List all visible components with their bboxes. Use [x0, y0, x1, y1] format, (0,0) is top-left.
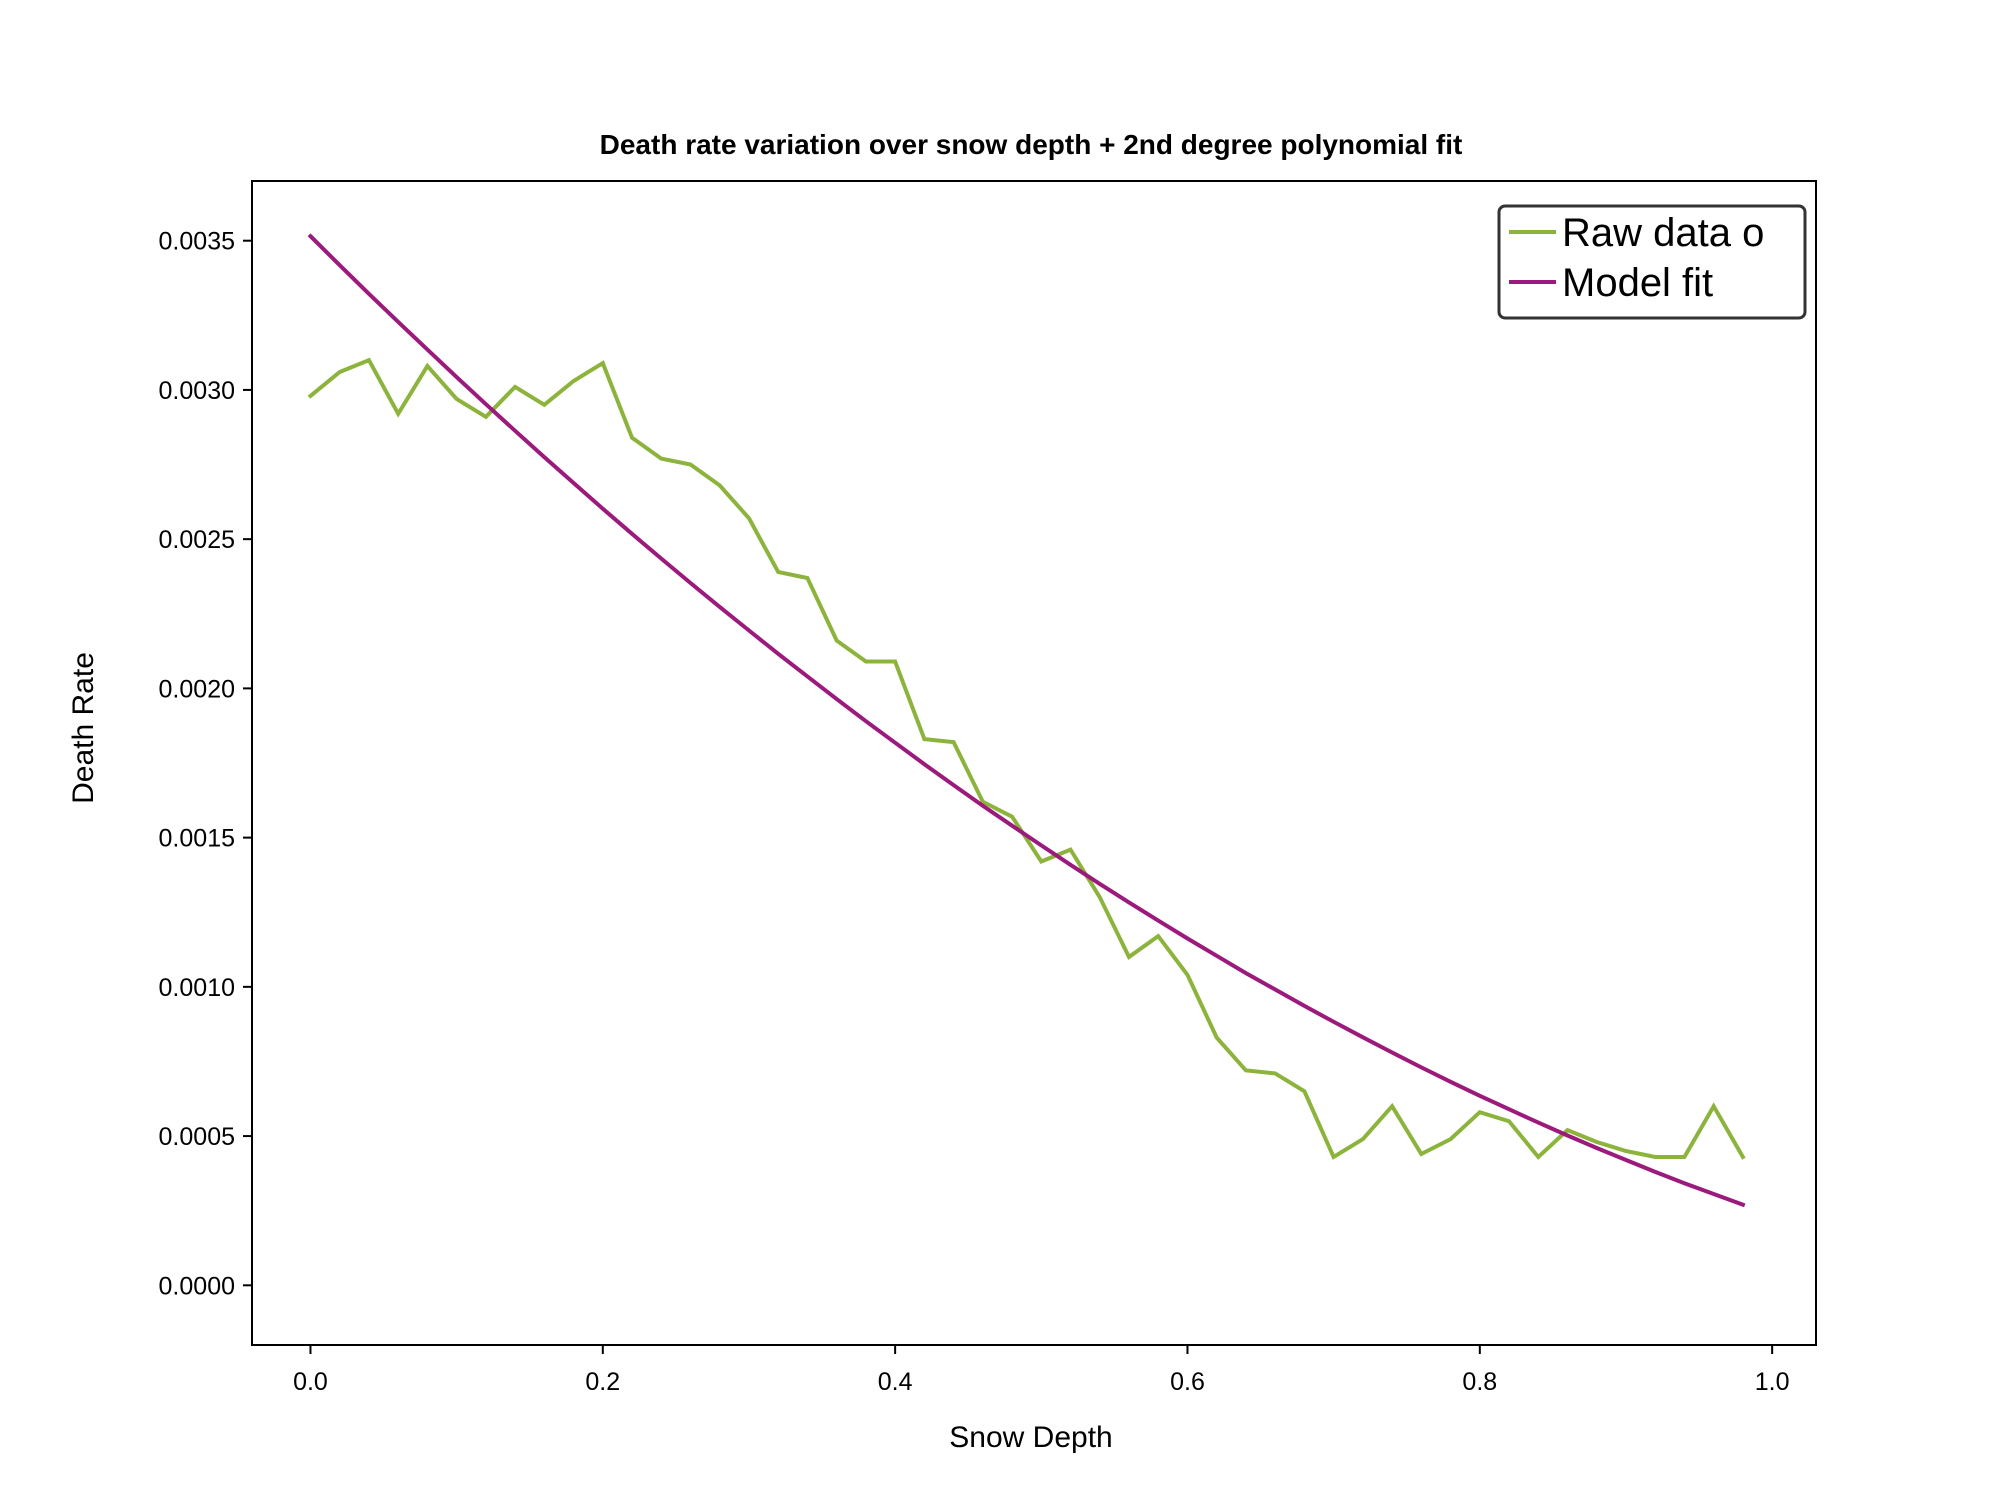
legend-box	[1497, 204, 1807, 320]
y-tick-label: 0.0020	[159, 675, 235, 703]
y-tick-label: 0.0025	[159, 526, 235, 554]
x-tick-label: 0.4	[878, 1368, 913, 1396]
series-line-raw-data	[307, 357, 1746, 1160]
y-axis: 0.0000 0.0005 0.0010 0.0015 0.0020 0.0025 0.00…	[159, 228, 252, 1300]
legend-label: Raw data o	[1562, 211, 1764, 255]
series-layer	[307, 233, 1746, 1208]
x-tick-label: 0.2	[585, 1368, 620, 1396]
x-axis: 0.0 0.2 0.4 0.6 0.8 1.0	[293, 1345, 1790, 1396]
x-tick-label: 1.0	[1755, 1368, 1790, 1396]
y-tick-label: 0.0010	[159, 974, 235, 1002]
y-tick-label: 0.0000	[159, 1272, 235, 1300]
x-tick-label: 0.8	[1462, 1368, 1497, 1396]
legend-label: Model fit	[1562, 261, 1713, 305]
series-line-model-fit	[307, 233, 1746, 1208]
chart-title: Death rate variation over snow depth + 2…	[600, 129, 1463, 160]
y-axis-label: Death Rate	[67, 652, 100, 804]
x-axis-label: Snow Depth	[949, 1421, 1112, 1454]
plot-frame	[251, 180, 1817, 1346]
x-tick-label: 0.0	[293, 1368, 328, 1396]
plot-area	[251, 180, 1817, 1346]
y-tick-label: 0.0030	[159, 377, 235, 405]
y-tick-label: 0.0005	[159, 1123, 235, 1151]
x-tick-label: 0.6	[1170, 1368, 1205, 1396]
y-tick-label: 0.0035	[159, 228, 235, 256]
legend: Raw data o Model fit	[1497, 204, 1807, 320]
y-tick-label: 0.0015	[159, 825, 235, 853]
